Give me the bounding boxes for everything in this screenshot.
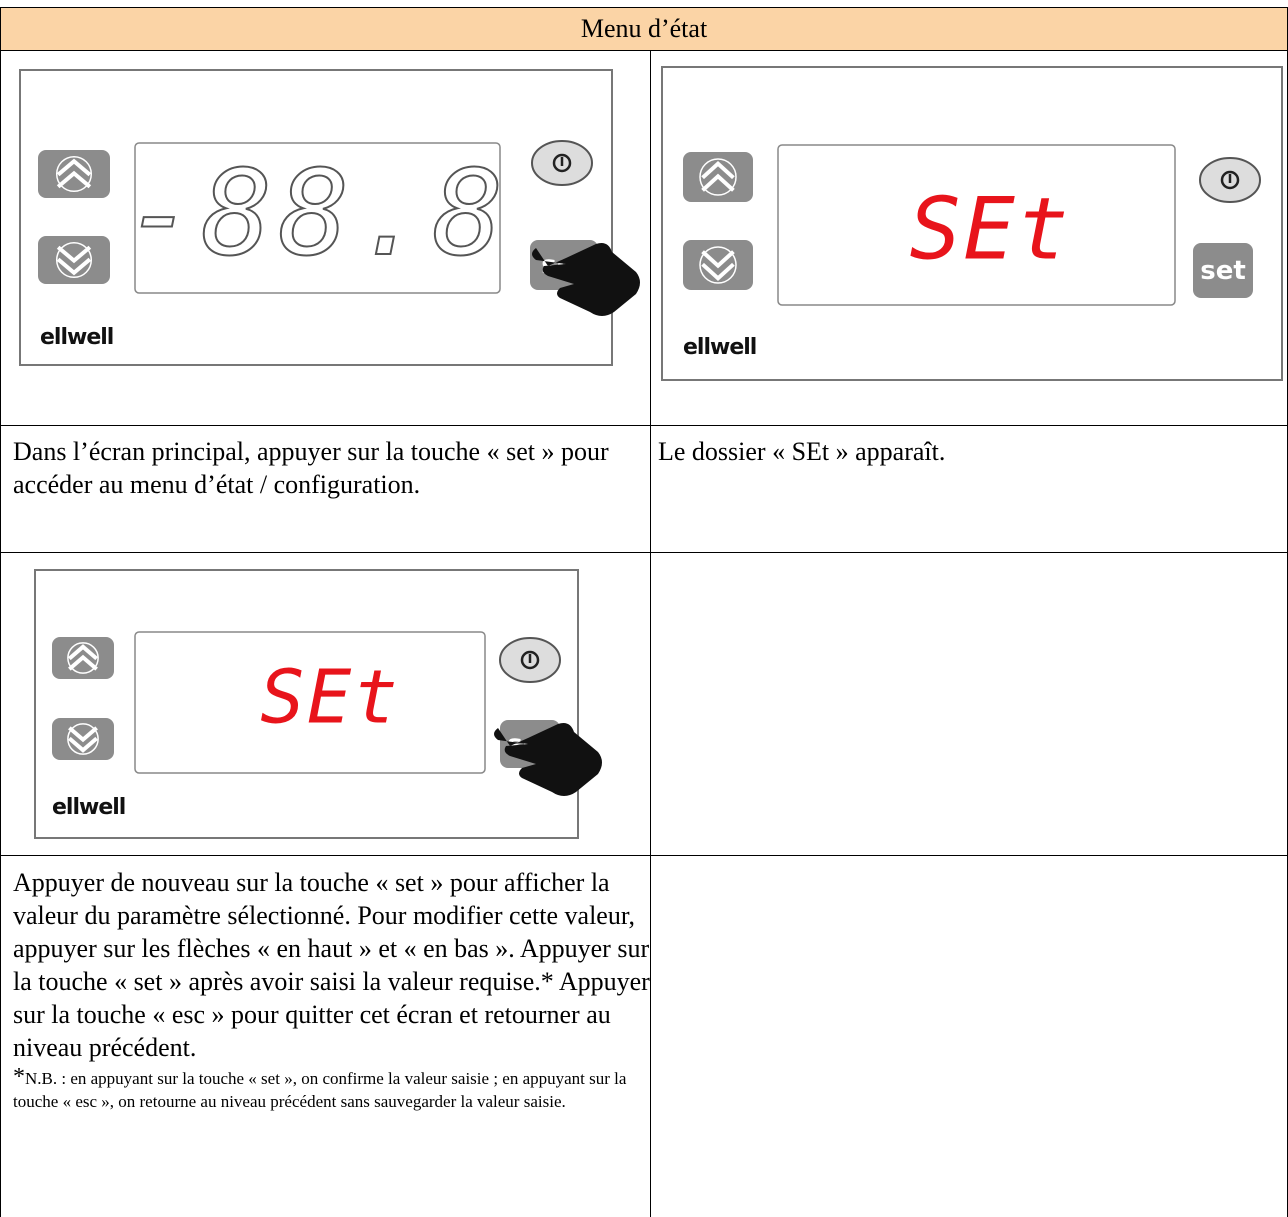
arrow-icon (701, 262, 735, 282)
border (0, 855, 1288, 856)
arrow-icon (56, 158, 92, 177)
border (650, 50, 651, 1217)
arrow-icon (68, 644, 98, 661)
arrow-icon (56, 257, 92, 276)
border (0, 7, 1288, 8)
border (0, 7, 1, 1217)
arrow-ring (67, 723, 99, 755)
brand-logo: ellwell (52, 795, 125, 820)
arrow-icon (701, 250, 735, 269)
display (134, 142, 501, 294)
power-icon (1220, 170, 1240, 190)
pointing-hand (532, 243, 640, 316)
display (134, 631, 486, 774)
display (777, 144, 1176, 306)
brand-logo: ellwell (40, 325, 113, 350)
set-button (1193, 243, 1253, 298)
set-label: set (1200, 256, 1246, 286)
arrow-icon (701, 160, 735, 180)
controller-panel: SEt set ellwell (661, 66, 1283, 381)
brand-logo: ellwell (683, 335, 756, 360)
border (0, 50, 1288, 51)
arrow-icon (701, 173, 735, 192)
display-text: SEt (909, 179, 1070, 279)
arrow-ring (699, 158, 737, 196)
arrow-icon (68, 726, 98, 743)
arrow-ring (55, 241, 93, 279)
power-icon (552, 153, 572, 173)
instruction: Le dossier « SEt » apparaît. (658, 437, 946, 466)
arrow-icon (68, 654, 98, 671)
instruction: Dans l’écran principal, appuyer sur la t… (13, 437, 609, 499)
arrow-ring (55, 155, 93, 193)
arrow-ring (699, 246, 737, 284)
power-icon (520, 650, 540, 670)
instruction: Appuyer de nouveau sur la touche « set »… (13, 868, 650, 1062)
arrow-ring (67, 642, 99, 674)
display-text: -88.8 (124, 144, 509, 282)
pointing-hand (494, 723, 602, 796)
instruction-block: Appuyer de nouveau sur la touche « set »… (13, 866, 650, 1113)
border (0, 552, 1288, 553)
table-header: Menu d’état (1, 8, 1287, 50)
controller-panel: -88.8setellwell (19, 69, 640, 366)
note-text: N.B. : en appuyant sur la touche « set »… (13, 1069, 627, 1111)
arrow-icon (56, 170, 92, 189)
note: *N.B. : en appuyant sur la touche « set … (13, 1064, 650, 1113)
note-mark: * (13, 1064, 25, 1090)
arrow-icon (56, 245, 92, 264)
arrow-icon (68, 736, 98, 753)
border (0, 425, 1288, 426)
display-text: SEt (260, 655, 400, 741)
